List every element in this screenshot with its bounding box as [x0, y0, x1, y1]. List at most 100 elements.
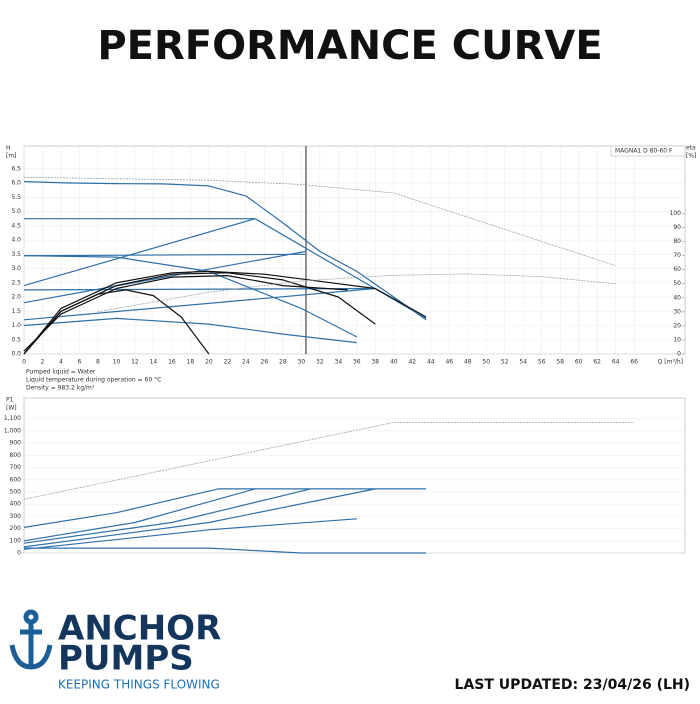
x-tick-label: 2 [41, 359, 45, 366]
x-tick-label: 48 [464, 359, 472, 366]
y-tick-label: 6.0 [11, 180, 21, 187]
x-tick-label: 56 [538, 359, 546, 366]
y2-tick-label: 60 [673, 266, 681, 273]
x-tick-label: 36 [353, 359, 361, 366]
y-tick-label: 0.5 [11, 336, 21, 343]
y2-tick-label: 90 [673, 224, 681, 231]
x-tick-label: 60 [575, 359, 583, 366]
x-tick-label: 16 [168, 359, 176, 366]
series-line [23, 488, 376, 548]
y2-tick-label: 70 [673, 252, 681, 259]
x-tick-label: 10 [113, 359, 121, 366]
series-line [23, 181, 427, 321]
x-tick-label: 42 [408, 359, 416, 366]
logo-tagline: KEEPING THINGS FLOWING [58, 678, 220, 692]
y-tick-label: 1.5 [11, 308, 21, 315]
y-tick-label: 2.0 [11, 294, 21, 301]
logo-text: ANCHOR [58, 609, 221, 649]
x-tick-label: 62 [593, 359, 601, 366]
y-axis-label: H [6, 145, 11, 152]
y-axis-label: [W] [6, 405, 17, 412]
series-line [23, 176, 616, 267]
y2-tick-label: 30 [673, 308, 681, 315]
series-line [23, 250, 307, 304]
x-tick-label: 0 [22, 359, 26, 366]
y-tick-label: 500 [10, 488, 22, 495]
y-tick-label: 600 [10, 476, 22, 483]
series-line [23, 218, 256, 287]
y2-tick-label: 80 [673, 238, 681, 245]
y-axis-label: [m] [6, 153, 17, 160]
x-axis-label: Q [m³/h] [658, 359, 683, 366]
x-tick-label: 6 [78, 359, 82, 366]
y-tick-label: 4.5 [11, 222, 21, 229]
y2-tick-label: 0 [677, 351, 681, 358]
x-tick-label: 64 [612, 359, 620, 366]
x-tick-label: 14 [150, 359, 158, 366]
x-tick-label: 54 [519, 359, 527, 366]
series-line [23, 488, 256, 542]
x-tick-label: 46 [445, 359, 453, 366]
logo-text: PUMPS [58, 639, 194, 679]
model-box [610, 145, 686, 157]
y-tick-label: 6.5 [11, 165, 21, 172]
x-tick-label: 50 [482, 359, 490, 366]
y-tick-label: 5.5 [11, 194, 21, 201]
footer: LAST UPDATED: 23/04/26 (LH) [455, 677, 690, 693]
series-line [23, 518, 357, 550]
note: Density = 983.2 kg/m³ [26, 385, 95, 392]
y-tick-label: 4.0 [11, 237, 21, 244]
y-tick-label: 3.0 [11, 265, 21, 272]
y2-tick-label: 10 [673, 336, 681, 343]
series-line [23, 488, 427, 528]
series-line [97, 273, 616, 313]
y-axis-label: P1 [6, 397, 14, 404]
series-line [254, 218, 427, 319]
x-tick-label: 4 [59, 359, 63, 366]
y-tick-label: 2.5 [11, 279, 21, 286]
x-tick-label: 38 [371, 359, 379, 366]
series-line [23, 317, 357, 344]
x-tick-label: 26 [261, 359, 269, 366]
series-line [24, 547, 427, 554]
y-tick-label: 3.5 [11, 251, 21, 258]
y-tick-label: 300 [10, 513, 22, 520]
x-tick-label: 18 [187, 359, 195, 366]
y-tick-label: 900 [10, 440, 22, 447]
x-tick-label: 58 [556, 359, 564, 366]
plot-frame [23, 145, 686, 355]
series-line [23, 287, 376, 321]
y-tick-label: 1,100 [4, 415, 21, 422]
x-tick-label: 8 [96, 359, 100, 366]
series-line [23, 275, 348, 352]
y2-axis-label: eta [686, 145, 696, 152]
y2-tick-label: 50 [673, 280, 681, 287]
x-tick-label: 22 [224, 359, 232, 366]
x-tick-label: 32 [316, 359, 324, 366]
y-tick-label: 400 [10, 501, 22, 508]
x-tick-label: 12 [131, 359, 139, 366]
series-line [23, 289, 210, 355]
y2-axis-label: [%] [686, 153, 696, 160]
anchor-icon [9, 609, 53, 670]
model-label: MAGNA1 D 80-60 F [615, 148, 673, 155]
y-tick-label: 1,000 [4, 427, 21, 434]
note: Pumped liquid = Water [26, 369, 96, 376]
x-tick-label: 34 [335, 359, 343, 366]
series-line [23, 422, 635, 500]
y-tick-label: 100 [10, 537, 22, 544]
y2-tick-label: 20 [673, 322, 681, 329]
x-tick-label: 44 [427, 359, 435, 366]
y-tick-label: 800 [10, 452, 22, 459]
y2-tick-label: 100 [670, 210, 682, 217]
y-tick-label: 1.0 [11, 322, 21, 329]
x-tick-label: 20 [205, 359, 213, 366]
x-tick-label: 30 [298, 359, 306, 366]
note: Liquid temperature during operation = 60… [26, 377, 161, 384]
x-tick-label: 28 [279, 359, 287, 366]
series-line [23, 488, 311, 544]
y-tick-label: 0 [17, 550, 21, 557]
series-line [23, 287, 376, 291]
x-tick-label: 24 [242, 359, 250, 366]
y-tick-label: 200 [10, 525, 22, 532]
